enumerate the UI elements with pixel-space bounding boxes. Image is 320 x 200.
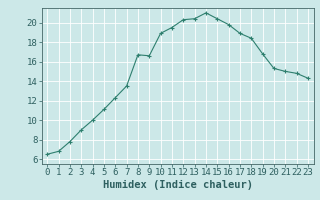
X-axis label: Humidex (Indice chaleur): Humidex (Indice chaleur) [103,180,252,190]
